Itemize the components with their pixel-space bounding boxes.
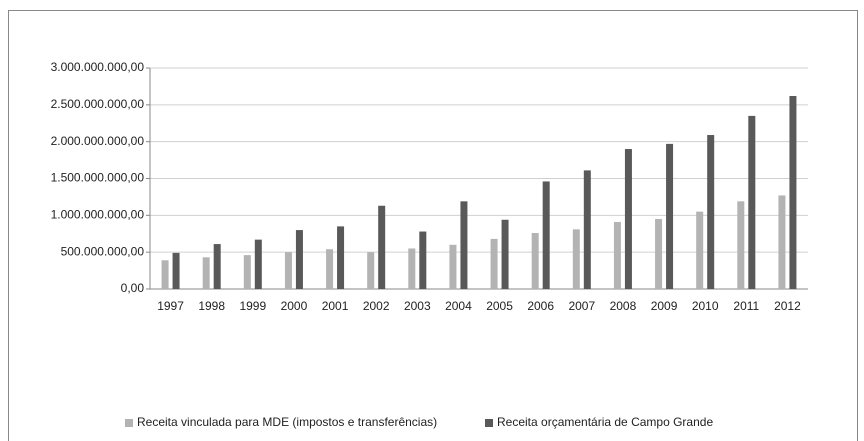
bar — [367, 252, 375, 289]
bar — [737, 201, 745, 289]
x-tick-label: 2012 — [774, 299, 801, 313]
x-tick-label: 2010 — [692, 299, 719, 313]
x-tick-label: 2001 — [322, 299, 349, 313]
bar — [243, 255, 251, 289]
bar — [531, 233, 539, 289]
bar — [295, 230, 303, 289]
x-tick-label: 2011 — [733, 299, 759, 313]
y-tick-label: 1.000.000.000,00 — [51, 208, 145, 222]
bar — [254, 239, 262, 289]
bar — [789, 95, 797, 289]
y-tick-label: 2.500.000.000,00 — [51, 97, 145, 111]
y-tick-label: 0,00 — [121, 281, 145, 295]
bar — [490, 238, 498, 289]
x-tick-label: 1997 — [157, 299, 184, 313]
bar — [613, 221, 621, 289]
y-tick-label: 500.000.000,00 — [61, 244, 145, 258]
bar — [337, 226, 345, 289]
bar — [161, 260, 169, 289]
legend-swatch — [485, 419, 493, 427]
bar — [542, 181, 550, 289]
bar — [778, 195, 786, 289]
bar — [707, 135, 715, 289]
bar — [213, 244, 221, 289]
bar — [666, 143, 674, 289]
bar — [172, 252, 180, 289]
x-tick-label: 2007 — [568, 299, 595, 313]
y-tick-label: 1.500.000.000,00 — [51, 171, 145, 185]
bar — [378, 205, 386, 289]
x-tick-label: 2000 — [281, 299, 308, 313]
bar — [624, 149, 632, 289]
x-tick-label: 2005 — [486, 299, 513, 313]
legend-label: Receita orçamentária de Campo Grande — [497, 415, 713, 429]
bar — [572, 229, 580, 289]
legend-swatch — [125, 419, 133, 427]
bar — [419, 231, 427, 289]
bar — [748, 115, 756, 289]
y-tick-label: 3.000.000.000,00 — [51, 60, 145, 74]
x-tick-label: 2008 — [610, 299, 637, 313]
bar — [655, 219, 663, 289]
bar — [583, 170, 591, 289]
bar — [408, 248, 416, 289]
bar — [284, 252, 292, 289]
bar — [501, 219, 509, 289]
x-tick-label: 2004 — [445, 299, 472, 313]
bar — [449, 244, 457, 289]
x-tick-label: 2003 — [404, 299, 431, 313]
chart-frame — [8, 10, 858, 441]
x-tick-label: 2002 — [363, 299, 390, 313]
bar — [460, 201, 468, 289]
bar — [326, 249, 334, 289]
legend-label: Receita vinculada para MDE (impostos e t… — [137, 415, 437, 429]
bar — [202, 257, 210, 289]
x-tick-label: 2009 — [651, 299, 678, 313]
x-tick-label: 1998 — [198, 299, 225, 313]
bar — [696, 211, 704, 289]
y-tick-label: 2.000.000.000,00 — [51, 134, 145, 148]
x-tick-label: 2006 — [527, 299, 554, 313]
x-tick-label: 1999 — [239, 299, 266, 313]
